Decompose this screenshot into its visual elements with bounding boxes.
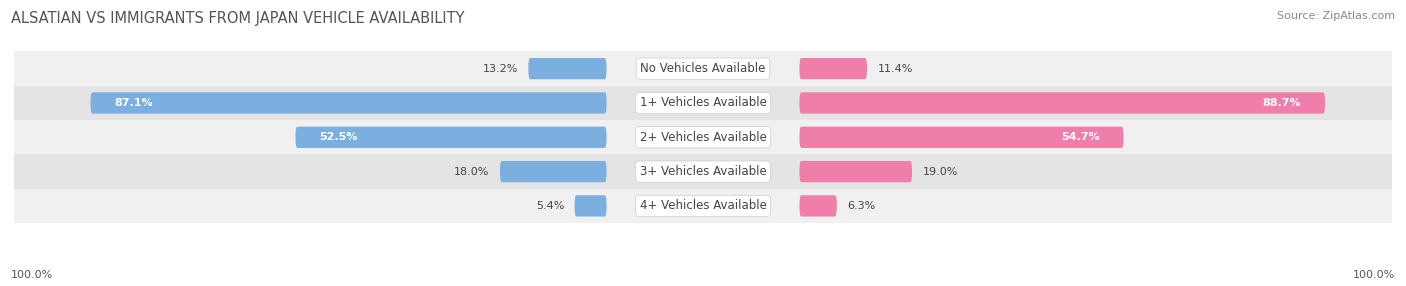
Text: 2+ Vehicles Available: 2+ Vehicles Available: [640, 131, 766, 144]
FancyBboxPatch shape: [800, 161, 912, 182]
FancyBboxPatch shape: [501, 161, 606, 182]
FancyBboxPatch shape: [800, 127, 1123, 148]
Text: 52.5%: 52.5%: [319, 132, 359, 142]
FancyBboxPatch shape: [295, 127, 606, 148]
Text: 18.0%: 18.0%: [454, 167, 489, 176]
FancyBboxPatch shape: [575, 195, 606, 217]
Text: No Vehicles Available: No Vehicles Available: [640, 62, 766, 75]
Text: 3+ Vehicles Available: 3+ Vehicles Available: [640, 165, 766, 178]
Text: Source: ZipAtlas.com: Source: ZipAtlas.com: [1277, 11, 1395, 21]
FancyBboxPatch shape: [90, 92, 606, 114]
Text: 5.4%: 5.4%: [536, 201, 564, 211]
Text: 13.2%: 13.2%: [482, 64, 517, 74]
Text: 100.0%: 100.0%: [1353, 270, 1395, 280]
Text: ALSATIAN VS IMMIGRANTS FROM JAPAN VEHICLE AVAILABILITY: ALSATIAN VS IMMIGRANTS FROM JAPAN VEHICL…: [11, 11, 465, 26]
Text: 19.0%: 19.0%: [922, 167, 957, 176]
Text: 1+ Vehicles Available: 1+ Vehicles Available: [640, 96, 766, 110]
Bar: [14, 189, 1392, 223]
Bar: [14, 51, 1392, 86]
Text: 6.3%: 6.3%: [846, 201, 876, 211]
FancyBboxPatch shape: [800, 58, 868, 79]
Text: 11.4%: 11.4%: [877, 64, 912, 74]
Text: 4+ Vehicles Available: 4+ Vehicles Available: [640, 199, 766, 212]
Text: 88.7%: 88.7%: [1263, 98, 1301, 108]
Bar: [14, 154, 1392, 189]
Text: 100.0%: 100.0%: [11, 270, 53, 280]
Bar: [14, 86, 1392, 120]
Text: 54.7%: 54.7%: [1060, 132, 1099, 142]
FancyBboxPatch shape: [800, 92, 1324, 114]
FancyBboxPatch shape: [800, 195, 837, 217]
Text: 87.1%: 87.1%: [115, 98, 153, 108]
FancyBboxPatch shape: [529, 58, 606, 79]
Bar: [14, 120, 1392, 154]
